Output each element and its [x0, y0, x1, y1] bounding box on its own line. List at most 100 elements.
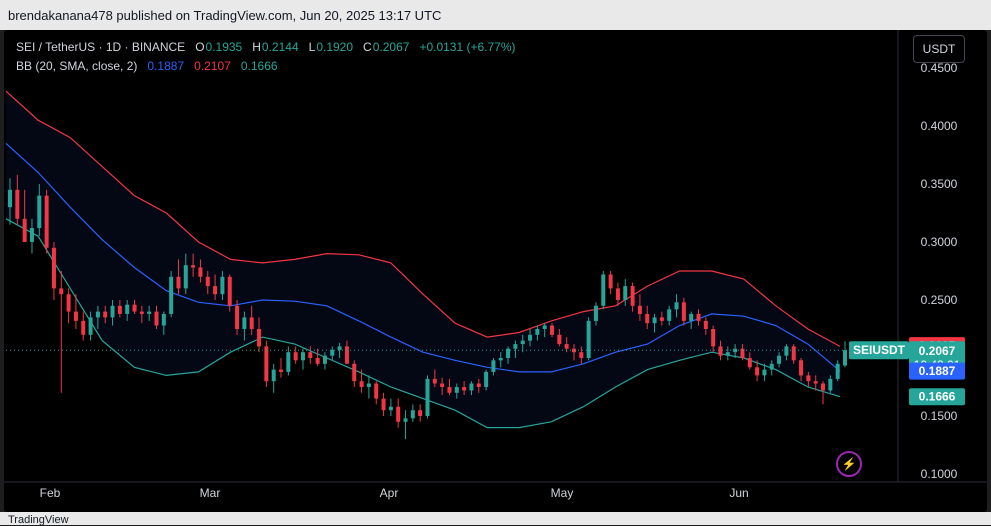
- x-tick-label: Jun: [729, 486, 748, 500]
- bb-band-fill: [6, 91, 840, 428]
- high-value: 0.2144: [261, 40, 299, 54]
- candle-body: [51, 247, 56, 289]
- symbol-name[interactable]: SEI / TetherUS · 1D · BINANCE: [16, 40, 186, 54]
- candle-body: [396, 406, 401, 422]
- footer-bar: TradingView: [0, 512, 991, 526]
- candle-body: [293, 352, 298, 361]
- candle-body: [645, 313, 650, 324]
- x-tick-label: Feb: [40, 486, 61, 500]
- candle-body: [703, 320, 708, 329]
- y-tick-label: 0.3500: [921, 177, 958, 191]
- candle-body: [506, 348, 511, 358]
- candle-body: [242, 317, 247, 329]
- candle-body: [169, 276, 174, 314]
- candle-body: [828, 378, 833, 391]
- y-tick-label: 0.3000: [921, 235, 958, 249]
- mid-price-tag-bg: [909, 362, 965, 380]
- candle-body: [784, 346, 789, 356]
- candle-body: [593, 305, 598, 321]
- candle-body: [513, 344, 518, 349]
- candle-body: [88, 317, 93, 335]
- y-tick-label: 0.4500: [921, 61, 958, 75]
- change-value: +0.0131 (+6.77%): [419, 40, 516, 54]
- candle-body: [183, 265, 188, 289]
- x-tick-label: Apr: [380, 486, 399, 500]
- candle-body: [747, 358, 752, 368]
- candle-body: [476, 383, 481, 387]
- candle-body: [755, 367, 760, 376]
- candle-body: [198, 267, 203, 277]
- candle-body: [799, 360, 804, 376]
- candle-body: [689, 313, 694, 321]
- candle-body: [191, 265, 196, 268]
- candle-body: [125, 304, 130, 314]
- y-tick-label: 0.4000: [921, 119, 958, 133]
- candle-body: [608, 274, 613, 289]
- candle-body: [139, 311, 144, 314]
- candle-body: [176, 276, 181, 289]
- open-label: O: [195, 40, 205, 54]
- candle-body: [637, 305, 642, 314]
- candle-body: [8, 189, 12, 208]
- candle-body: [550, 325, 555, 335]
- candle-body: [344, 346, 349, 364]
- candle-body: [542, 325, 547, 329]
- candle-body: [528, 334, 533, 341]
- candle-body: [535, 329, 540, 335]
- candle-body: [491, 360, 496, 372]
- candle-body: [154, 311, 159, 326]
- candle-body: [813, 381, 818, 384]
- candle-body: [300, 352, 305, 361]
- candle-body: [322, 355, 327, 364]
- candle-body: [791, 346, 796, 361]
- candle-body: [432, 378, 437, 384]
- candle-body: [403, 418, 408, 422]
- candle-body: [249, 317, 254, 329]
- bb-upper-value: 0.2107: [194, 59, 231, 73]
- candle-body: [29, 228, 34, 242]
- candle-body: [806, 375, 811, 382]
- candle-body: [279, 369, 284, 372]
- candle-body: [161, 313, 166, 326]
- chart-panel[interactable]: [4, 30, 987, 512]
- candle-body: [469, 383, 474, 391]
- candle-body: [579, 352, 584, 358]
- candle-body: [44, 195, 49, 248]
- candle-body: [374, 383, 379, 399]
- axes: 0.4500 0.4000 0.3500 0.3000 0.2500 0.1500 0.10…: [4, 30, 987, 500]
- x-tick-label: May: [551, 486, 574, 500]
- candle-body: [564, 344, 569, 349]
- candle-body: [66, 294, 71, 312]
- bb-label[interactable]: BB (20, SMA, close, 2): [16, 59, 138, 73]
- candle-body: [37, 195, 42, 229]
- bb-upper-line: [5, 90, 841, 347]
- x-tick-label: Mar: [200, 486, 221, 500]
- candle-body: [257, 329, 262, 347]
- lower-price-tag: 0.1666: [919, 390, 956, 404]
- candle-body: [381, 398, 386, 411]
- bb-legend: BB (20, SMA, close, 2) 0.1887 0.2107 0.1…: [16, 59, 278, 73]
- bollinger-fill: [6, 91, 840, 428]
- candle-body: [652, 317, 657, 324]
- bb-lower-line: [5, 218, 841, 429]
- candle-body: [286, 352, 291, 372]
- y-tick-label: 0.2500: [921, 293, 958, 307]
- candle-body: [330, 349, 335, 356]
- bb-lower-value: 0.1666: [240, 59, 278, 73]
- candle-body: [718, 346, 723, 356]
- candle-body: [711, 329, 716, 347]
- lightning-icon[interactable]: ⚡: [836, 451, 862, 477]
- candle-body: [843, 350, 847, 366]
- close-label: C: [363, 40, 372, 54]
- candle-body: [733, 348, 738, 353]
- candle-body: [264, 346, 269, 382]
- bollinger-lines: [5, 90, 841, 429]
- bb-mid-line: [5, 142, 841, 373]
- symbol-tag-bg: [849, 341, 909, 360]
- candle-body: [769, 363, 774, 370]
- candle-body: [110, 305, 115, 318]
- currency-button[interactable]: USDT: [913, 35, 965, 63]
- candle-body: [484, 371, 489, 387]
- candle-body: [821, 383, 826, 391]
